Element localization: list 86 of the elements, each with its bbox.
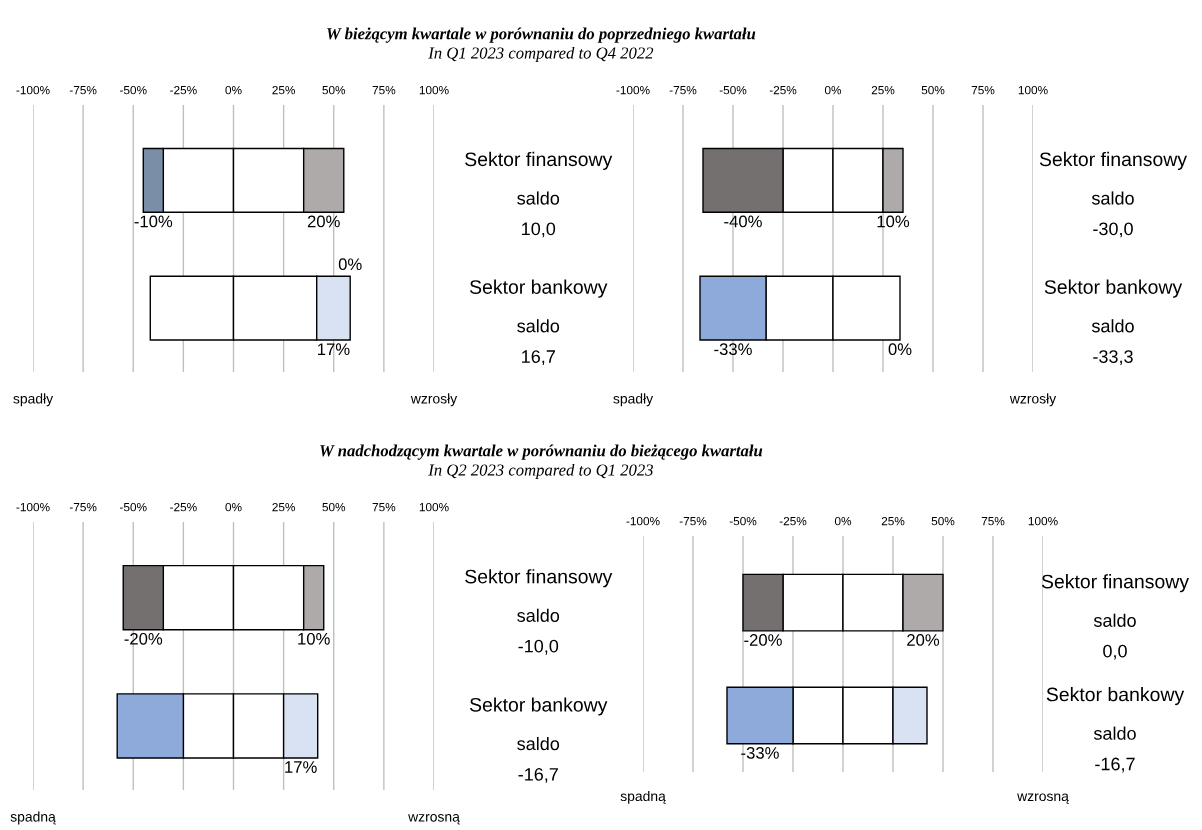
x-tick-label: -75% (679, 517, 707, 526)
x-tick-label: -100% (616, 85, 650, 95)
x-tick-label: -25% (170, 502, 197, 512)
x-tick-label: 0% (225, 502, 242, 512)
data-label: 17% (285, 761, 317, 773)
text: -16,7 (518, 767, 558, 783)
text: saldo (1093, 613, 1136, 627)
x-tick-label: 0% (834, 516, 852, 526)
data-label: 17% (318, 343, 350, 356)
x-tick-label: 50% (322, 502, 346, 512)
y-tick-label: Sektor finansowy (465, 151, 613, 170)
text: -33,3 (1093, 350, 1133, 366)
text: saldo (1091, 319, 1134, 333)
y-tick-label: Sektor finansowy (1039, 151, 1187, 170)
x-tick-label: 25% (272, 502, 296, 512)
x-tick-label: 0% (225, 85, 242, 95)
x-tick-label: 100% (419, 502, 449, 512)
x-tick-label: 75% (372, 503, 396, 512)
x-tick-label: 100% (1028, 516, 1058, 526)
data-label: 10% (298, 632, 330, 645)
text: wzrosły (410, 393, 458, 407)
text: saldo (517, 736, 560, 751)
data-label: -20% (124, 632, 163, 645)
data-label: 20% (907, 634, 940, 646)
y-tick-label: Sektor finansowy (1041, 574, 1189, 593)
text: In Q2 2023 compared to Q1 2023 (428, 463, 653, 480)
text: spadną (620, 790, 666, 804)
text: spadły (13, 393, 54, 407)
y-tick-label: Sektor bankowy (469, 697, 608, 716)
text: -16,7 (1095, 757, 1135, 773)
x-tick-label: -50% (119, 502, 147, 512)
y-tick-label: Sektor bankowy (1044, 279, 1183, 298)
x-tick-label: 100% (1018, 85, 1048, 95)
text: 0,0 (1103, 644, 1127, 660)
x-tick-label: -25% (170, 85, 197, 95)
text: W bieżącym kwartale w porównaniu do poprzedniego kwartału (327, 27, 756, 43)
data-label: -40% (724, 215, 762, 228)
text: W nadchodzącym kwartale w porównaniu do bieżącego kwartału (320, 444, 763, 460)
x-tick-label: 75% (372, 86, 396, 95)
data-label: 20% (307, 215, 340, 228)
x-tick-label: -50% (729, 516, 757, 526)
x-tick-label: -50% (119, 85, 147, 95)
x-tick-label: 50% (322, 85, 346, 95)
x-tick-label: -100% (626, 516, 660, 526)
x-tick-label: -100% (16, 85, 50, 95)
text: saldo (1093, 726, 1136, 740)
text: saldo (517, 191, 560, 205)
data-label: -33% (741, 746, 779, 759)
x-tick-label: 25% (871, 85, 895, 95)
x-tick-label: -75% (69, 503, 97, 512)
data-label: -10% (134, 215, 173, 228)
x-tick-label: -25% (769, 85, 797, 95)
data-label: 0% (888, 343, 912, 356)
data-label: -20% (744, 634, 782, 646)
text: wzrosną (1017, 793, 1069, 804)
text: wzrosły (1009, 393, 1057, 407)
x-tick-label: 50% (931, 516, 955, 526)
x-tick-label: -25% (779, 516, 807, 526)
text: saldo (1091, 191, 1134, 205)
text: In Q1 2023 compared to Q4 2022 (428, 46, 654, 63)
x-tick-label: 25% (272, 85, 296, 95)
text: spadną (10, 811, 56, 825)
x-tick-label: -75% (69, 86, 97, 95)
text: -10,0 (518, 639, 559, 655)
text: 10,0 (522, 222, 556, 238)
x-tick-label: 75% (971, 86, 995, 95)
y-tick-label: Sektor bankowy (469, 279, 608, 298)
text: spadły (613, 393, 654, 407)
text: -30,0 (1093, 222, 1133, 238)
text: wzrosną (408, 814, 460, 825)
x-tick-label: 50% (921, 85, 945, 95)
text: saldo (517, 319, 560, 333)
annotation: 0% (338, 258, 362, 271)
y-tick-label: Sektor finansowy (465, 569, 613, 588)
x-tick-label: -50% (719, 85, 747, 95)
x-tick-label: 75% (981, 517, 1005, 526)
data-label: 10% (877, 215, 910, 228)
x-tick-label: 100% (419, 85, 449, 95)
x-tick-label: -100% (16, 502, 50, 512)
y-tick-label: Sektor bankowy (1046, 687, 1185, 706)
text: 16,7 (522, 350, 555, 366)
x-tick-label: -75% (669, 86, 697, 95)
text: saldo (517, 608, 560, 622)
data-label: -33% (714, 343, 752, 356)
x-tick-label: 0% (824, 85, 842, 95)
x-tick-label: 25% (881, 516, 905, 526)
